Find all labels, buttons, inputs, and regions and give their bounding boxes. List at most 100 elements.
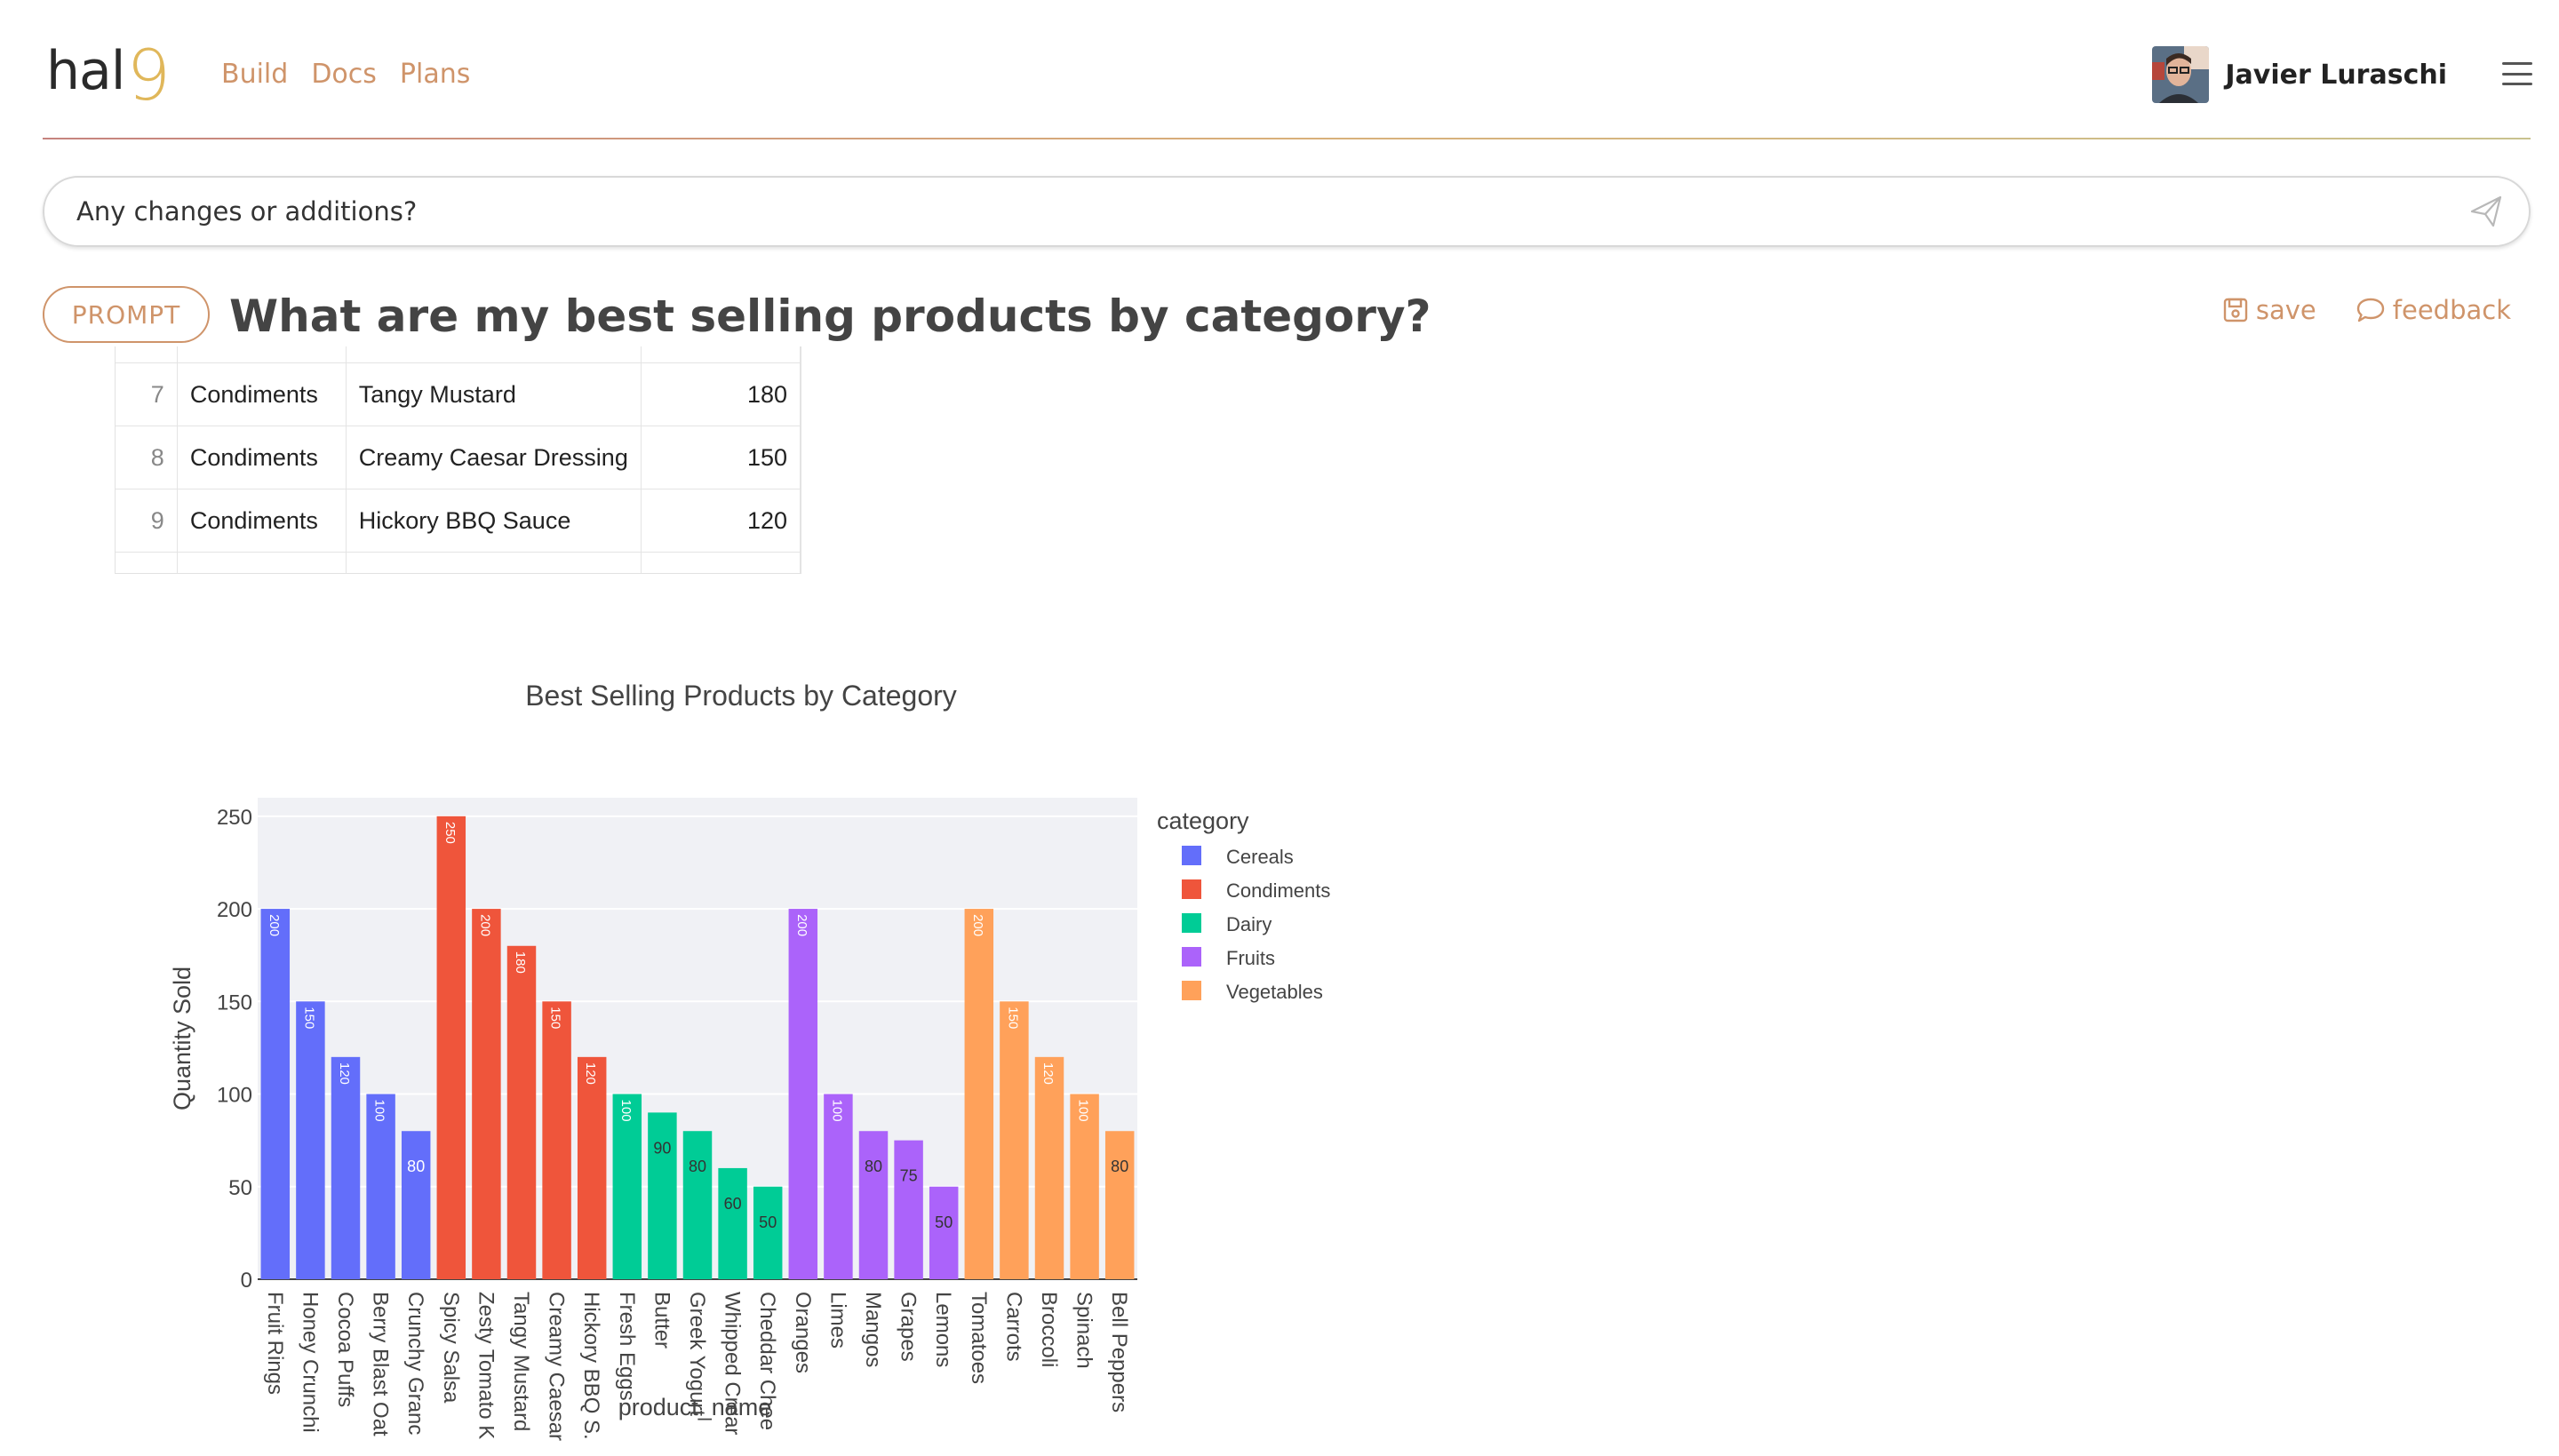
legend-swatch bbox=[1182, 981, 1201, 1000]
cell-category: Condiments bbox=[177, 426, 347, 489]
user-name: Javier Luraschi bbox=[2225, 59, 2447, 91]
bar-value-label: 200 bbox=[794, 914, 809, 936]
chart-bar bbox=[929, 1186, 959, 1279]
row-index: 7 bbox=[116, 362, 178, 426]
bar-value-label: 80 bbox=[689, 1158, 706, 1175]
prompt-badge[interactable]: PROMPT bbox=[43, 286, 210, 343]
bar-value-label: 120 bbox=[583, 1062, 598, 1085]
main-nav: Build Docs Plans bbox=[221, 59, 470, 90]
chart-bar bbox=[824, 1094, 853, 1279]
logo-text: hal bbox=[46, 40, 125, 102]
bar-value-label: 100 bbox=[372, 1100, 387, 1122]
bar-value-label: 120 bbox=[1040, 1062, 1056, 1085]
user-profile[interactable]: Javier Luraschi bbox=[2152, 46, 2447, 103]
bar-value-label: 80 bbox=[407, 1158, 425, 1175]
x-tick-label: Hickory BBQ S. bbox=[579, 1292, 603, 1440]
header-divider bbox=[43, 138, 2531, 139]
table-row-partial bbox=[116, 552, 801, 573]
x-tick-label: Whipped Crear bbox=[721, 1292, 745, 1435]
chart-title: Best Selling Products by Category bbox=[525, 680, 957, 712]
x-tick-label: Spinach bbox=[1072, 1292, 1096, 1369]
table-row[interactable]: 8 Condiments Creamy Caesar Dressing 150 bbox=[116, 426, 801, 489]
legend-swatch bbox=[1182, 846, 1201, 865]
legend-item-label: Condiments bbox=[1226, 879, 1330, 902]
table-row[interactable]: 7 Condiments Tangy Mustard 180 bbox=[116, 362, 801, 426]
x-tick-label: Oranges bbox=[791, 1292, 815, 1373]
x-tick-label: Carrots bbox=[1001, 1292, 1025, 1362]
logo-nine: 9 bbox=[126, 36, 171, 116]
legend-swatch bbox=[1182, 947, 1201, 967]
feedback-button[interactable]: feedback bbox=[2356, 295, 2511, 325]
y-tick-label: 100 bbox=[217, 1084, 252, 1108]
bar-value-label: 75 bbox=[900, 1167, 918, 1185]
cell-product: Tangy Mustard bbox=[346, 362, 642, 426]
x-tick-label: Bell Peppers bbox=[1107, 1292, 1131, 1412]
bar-value-label: 90 bbox=[653, 1139, 671, 1157]
x-tick-label: Spicy Salsa bbox=[439, 1292, 463, 1404]
chart-bar bbox=[718, 1167, 747, 1279]
bar-chart[interactable]: 0 50 100 150 200 250 200 Fruit Rings 150 Honey Cr… bbox=[0, 622, 1457, 1456]
table-row[interactable]: 9 Condiments Hickory BBQ Sauce 120 bbox=[116, 489, 801, 553]
chart-bar bbox=[858, 1131, 889, 1279]
nav-docs-link[interactable]: Docs bbox=[311, 59, 377, 90]
legend-item-label: Vegetables bbox=[1226, 981, 1323, 1003]
bar-value-label: 100 bbox=[618, 1100, 634, 1122]
chart-bar bbox=[894, 1140, 923, 1279]
chart-bar bbox=[506, 945, 537, 1279]
chart-bar bbox=[648, 1112, 677, 1279]
legend-title: category bbox=[1157, 808, 1249, 834]
chart-bar bbox=[682, 1131, 713, 1279]
bar-value-label: 60 bbox=[724, 1195, 742, 1213]
x-tick-label: Cheddar Chee bbox=[755, 1292, 779, 1430]
table-row-partial bbox=[116, 346, 801, 363]
chart-bar bbox=[964, 909, 994, 1279]
x-tick-label: Crunchy Granc bbox=[403, 1292, 427, 1435]
x-tick-label: Fruit Rings bbox=[263, 1292, 287, 1395]
cell-product: Creamy Caesar Dressing bbox=[346, 426, 642, 489]
y-axis-title: Quantity Sold bbox=[169, 967, 195, 1110]
bar-value-label: 150 bbox=[1005, 1006, 1020, 1029]
bar-value-label: 80 bbox=[865, 1158, 882, 1175]
chart-bar bbox=[436, 816, 466, 1279]
send-icon[interactable] bbox=[2468, 194, 2504, 229]
prompt-input[interactable] bbox=[44, 195, 2468, 227]
chart-bar bbox=[1104, 1131, 1135, 1279]
bar-value-label: 150 bbox=[548, 1006, 563, 1029]
bar-value-label: 100 bbox=[1076, 1100, 1091, 1122]
prompt-title: What are my best selling products by cat… bbox=[229, 290, 1431, 342]
x-tick-label: Fresh Eggs bbox=[615, 1292, 639, 1401]
nav-plans-link[interactable]: Plans bbox=[399, 59, 471, 90]
x-tick-label: Tomatoes bbox=[967, 1292, 991, 1384]
x-tick-label: Zesty Tomato K bbox=[474, 1292, 498, 1439]
x-tick-label: Honey Crunchi bbox=[298, 1292, 322, 1433]
y-tick-label: 150 bbox=[217, 991, 252, 1014]
hal9-logo[interactable]: hal 9 bbox=[46, 36, 171, 116]
legend-swatch bbox=[1182, 879, 1201, 899]
cell-quantity: 180 bbox=[641, 362, 801, 426]
chart-bar bbox=[296, 1001, 325, 1279]
bar-value-label: 200 bbox=[477, 914, 492, 936]
hamburger-menu-icon[interactable] bbox=[2502, 62, 2532, 85]
x-tick-label: Broccoli bbox=[1037, 1292, 1061, 1367]
x-tick-label: Butter bbox=[650, 1292, 674, 1349]
bar-value-label: 150 bbox=[301, 1006, 316, 1029]
bar-value-label: 200 bbox=[970, 914, 985, 936]
x-tick-label: Greek Yogurt bbox=[685, 1292, 709, 1416]
prompt-actions: save feedback bbox=[2222, 295, 2511, 325]
x-tick-label: Cocoa Puffs bbox=[333, 1292, 357, 1407]
chart-bar bbox=[366, 1094, 395, 1279]
results-table[interactable]: 7 Condiments Tangy Mustard 180 8 Condime… bbox=[115, 346, 801, 574]
row-index: 8 bbox=[116, 426, 178, 489]
chart-bar bbox=[260, 909, 291, 1279]
nav-build-link[interactable]: Build bbox=[221, 59, 289, 90]
cell-product: Hickory BBQ Sauce bbox=[346, 489, 642, 553]
y-tick-label: 50 bbox=[228, 1176, 252, 1200]
save-button[interactable]: save bbox=[2222, 295, 2316, 325]
cell-category: Condiments bbox=[177, 489, 347, 553]
y-tick-label: 250 bbox=[217, 806, 252, 830]
chart-bar bbox=[1034, 1056, 1064, 1279]
bar-value-label: 180 bbox=[513, 951, 528, 974]
row-index: 9 bbox=[116, 489, 178, 553]
x-tick-label: Grapes bbox=[897, 1292, 921, 1362]
chart-bar bbox=[1070, 1094, 1099, 1279]
